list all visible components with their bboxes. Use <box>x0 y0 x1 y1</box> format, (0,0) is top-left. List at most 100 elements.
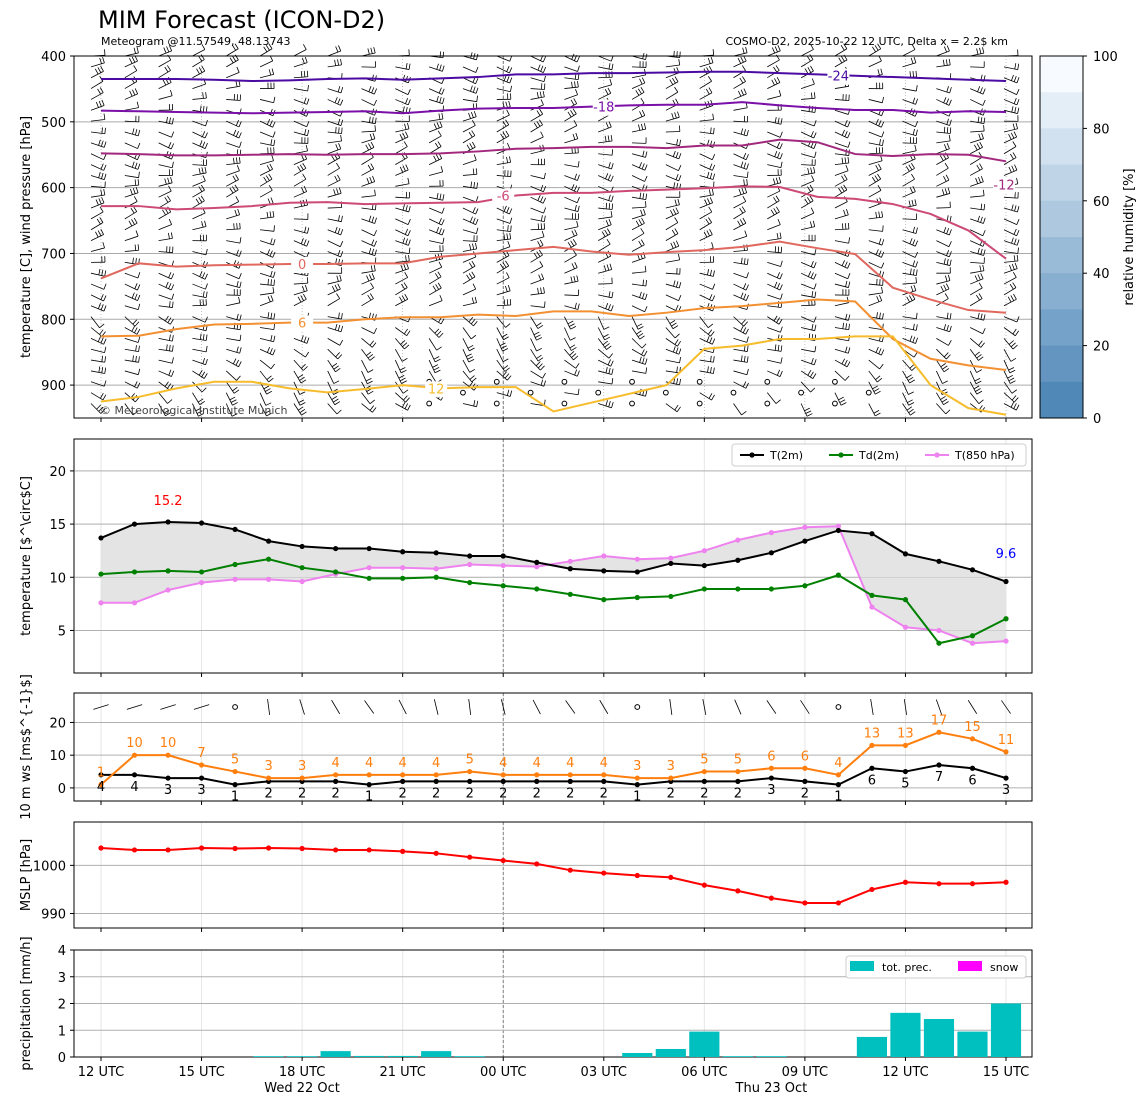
wind-barb-flag <box>543 207 547 214</box>
wind-barb <box>970 278 984 285</box>
wind-barb <box>1003 287 1017 296</box>
precip-ytick-label: 0 <box>58 1051 66 1066</box>
wind-barb <box>936 288 950 296</box>
wind-barb-flag <box>635 220 640 227</box>
wind-barb-flag <box>948 251 952 258</box>
gust-value-label: 4 <box>600 756 608 771</box>
wind-barb-flag <box>676 139 679 146</box>
wind-barb <box>564 175 578 181</box>
mean-wind-value-label: 2 <box>466 786 474 801</box>
wind-barb-flag <box>678 282 682 289</box>
wind-barb <box>192 131 206 139</box>
wind-barb <box>902 62 917 68</box>
wind-barb-flag <box>234 184 239 191</box>
wind-barb-flag <box>405 238 408 245</box>
wind-barb-flag <box>205 248 208 255</box>
wind-barb-flag <box>400 340 406 345</box>
wind-barb <box>970 240 984 247</box>
wind-barb-flag <box>201 44 206 50</box>
mean-wind-value-label: 6 <box>868 773 876 788</box>
wind-barb-flag <box>746 258 749 265</box>
wind-barb-flag <box>611 401 614 408</box>
wind-barb-flag <box>670 209 674 216</box>
wind-barb-flag <box>677 111 680 118</box>
surface-wind-barb <box>766 700 777 714</box>
wind-barb <box>767 120 782 125</box>
isotherm-label: 0 <box>298 258 306 273</box>
wind-barb <box>293 62 308 68</box>
wind-barb <box>428 135 442 144</box>
wind-barb-flag <box>811 175 815 181</box>
surface-wind-barb <box>870 699 874 715</box>
mean-wind-point <box>634 782 640 788</box>
wind-barb-flag <box>538 274 542 281</box>
wind-barb <box>834 153 849 156</box>
wind-barb-flag <box>303 239 307 246</box>
wind-barb-flag <box>741 206 746 212</box>
surface-temperature-legend: T(2m) Td(2m) T(850 hPa) <box>731 443 1027 467</box>
wind-barb <box>124 81 138 89</box>
wind-barb-flag <box>809 221 813 228</box>
wind-barb-flag <box>404 123 407 130</box>
wind-barb-flag <box>744 186 748 193</box>
wind-barb <box>564 316 571 330</box>
wind-barb-flag <box>472 207 476 213</box>
wind-barb-flag <box>610 305 614 312</box>
wind-barb <box>293 272 308 277</box>
wind-barb <box>361 138 376 144</box>
wind-barb-flag <box>740 292 744 299</box>
wind-barb-flag <box>881 251 885 258</box>
wind-barb-flag <box>746 356 749 363</box>
wind-barb-flag <box>367 48 370 55</box>
wind-barb-flag <box>772 178 776 185</box>
wind-barb-flag <box>982 88 986 95</box>
wind-barb-flag <box>807 67 812 73</box>
wind-barb <box>192 180 206 187</box>
wind-barb <box>564 338 572 351</box>
wind-barb-flag <box>205 92 207 99</box>
wind-barb <box>834 359 848 368</box>
wind-barb-flag <box>202 175 206 182</box>
mslp-ylabel: MSLP [hPa] <box>19 839 34 911</box>
wind-barb <box>767 142 781 150</box>
wind-barb-flag <box>367 390 374 395</box>
wind-barb-flag <box>199 333 202 340</box>
wind-barb-flag <box>642 279 644 286</box>
wind-barb <box>631 359 646 365</box>
wind-barb-flag <box>507 285 511 292</box>
wind-barb-flag <box>983 217 986 224</box>
wind-barb-flag <box>306 240 310 247</box>
wind-barb-flag <box>740 128 744 135</box>
wind-barb-flag <box>709 163 713 170</box>
wind-barb-flag <box>678 153 682 160</box>
wind-barb-flag <box>910 411 916 416</box>
wind-barb <box>496 218 511 224</box>
wind-barb <box>90 222 104 231</box>
wind-barb-flag <box>307 84 309 92</box>
wind-barb <box>665 164 679 172</box>
wind-barb <box>361 251 376 256</box>
wind-barb-flag <box>610 175 614 182</box>
wind-barb <box>699 283 713 290</box>
wind-barb-flag <box>740 257 743 264</box>
wind-barb <box>969 156 983 165</box>
wind-barb-flag <box>813 142 817 149</box>
wind-barb <box>395 403 408 411</box>
wind-barb <box>90 175 105 181</box>
wind-barb-flag <box>473 154 477 161</box>
wind-barb-flag <box>133 196 138 202</box>
wind-barb-flag <box>810 387 816 393</box>
wind-barb-flag <box>135 187 139 193</box>
wind-barb-flag <box>101 355 104 362</box>
wind-barb-flag <box>436 95 439 102</box>
surface-wind-barb <box>364 700 375 714</box>
wind-barb-flag <box>103 113 106 120</box>
wind-barb-flag <box>537 363 543 369</box>
mean-wind-value-label: 6 <box>968 773 976 788</box>
wind-barb-flag <box>737 57 742 64</box>
wind-barb-flag <box>1011 263 1015 270</box>
wind-barb-flag <box>266 346 271 353</box>
wind-barb <box>496 338 503 352</box>
wind-barb-flag <box>1010 153 1014 160</box>
